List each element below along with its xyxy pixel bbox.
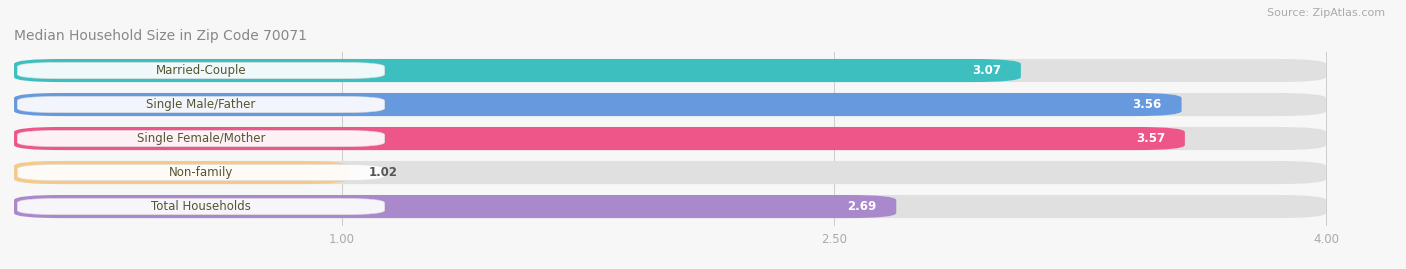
FancyBboxPatch shape — [17, 164, 385, 181]
Text: Married-Couple: Married-Couple — [156, 64, 246, 77]
Text: 3.56: 3.56 — [1133, 98, 1161, 111]
FancyBboxPatch shape — [14, 195, 896, 218]
FancyBboxPatch shape — [17, 130, 385, 147]
Text: 1.02: 1.02 — [368, 166, 398, 179]
FancyBboxPatch shape — [17, 62, 385, 79]
FancyBboxPatch shape — [14, 59, 1326, 82]
FancyBboxPatch shape — [14, 93, 1326, 116]
FancyBboxPatch shape — [17, 199, 385, 215]
FancyBboxPatch shape — [14, 93, 1181, 116]
FancyBboxPatch shape — [14, 127, 1326, 150]
FancyBboxPatch shape — [14, 195, 1326, 218]
FancyBboxPatch shape — [14, 161, 349, 184]
Text: 3.07: 3.07 — [972, 64, 1001, 77]
FancyBboxPatch shape — [14, 161, 1326, 184]
Text: 2.69: 2.69 — [848, 200, 876, 213]
FancyBboxPatch shape — [17, 96, 385, 113]
Text: Source: ZipAtlas.com: Source: ZipAtlas.com — [1267, 8, 1385, 18]
Text: Total Households: Total Households — [150, 200, 250, 213]
FancyBboxPatch shape — [14, 59, 1021, 82]
Text: Median Household Size in Zip Code 70071: Median Household Size in Zip Code 70071 — [14, 29, 307, 43]
FancyBboxPatch shape — [14, 127, 1185, 150]
Text: 3.57: 3.57 — [1136, 132, 1166, 145]
Text: Single Male/Father: Single Male/Father — [146, 98, 256, 111]
Text: Non-family: Non-family — [169, 166, 233, 179]
Text: Single Female/Mother: Single Female/Mother — [136, 132, 266, 145]
